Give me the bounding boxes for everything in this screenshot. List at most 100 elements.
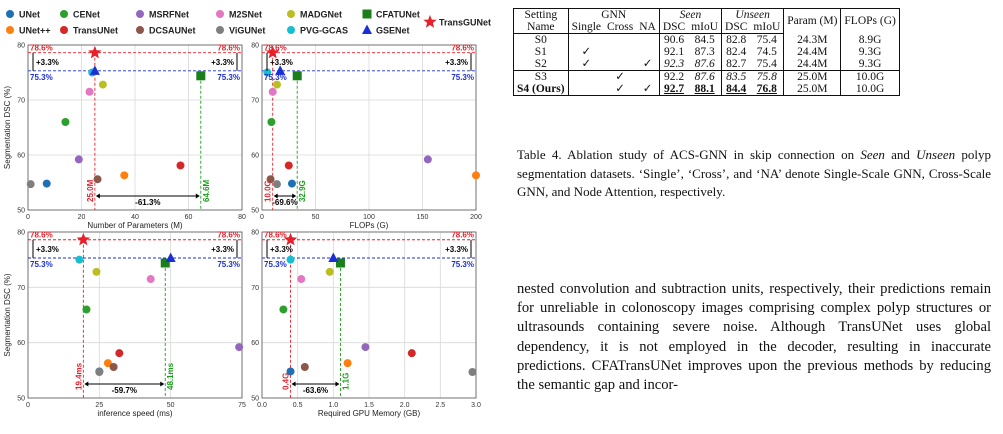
caption-text: and	[884, 147, 917, 162]
table-cell: 87.6	[688, 58, 722, 71]
legend-label-unet-: UNet++	[19, 26, 51, 36]
diff-arrow-head-left	[95, 193, 100, 199]
y-tick-label: 60	[17, 340, 25, 347]
data-point-dcsaunet	[266, 175, 275, 184]
data-point-gsenet	[89, 65, 100, 75]
data-point-m2snet	[146, 275, 155, 284]
legend-label-m2snet: M2SNet	[229, 10, 262, 20]
plot-frame	[261, 231, 477, 399]
table-row: S0 90.6 84.5 82.8 75.4 24.3M 8.9G	[514, 33, 900, 47]
baseline-dsc-label-left: 75.3%	[30, 73, 53, 82]
table-header: Param (M)	[783, 8, 841, 34]
table-cell: ✓	[642, 83, 653, 95]
x-tick-label: 150	[417, 214, 429, 221]
delta-label-left: +3.3%	[270, 58, 293, 67]
legend-marker-unet-	[6, 26, 14, 34]
table-cell: 82.8	[721, 33, 751, 46]
caption-unseen: Unseen	[916, 147, 956, 162]
legend-marker-msrfnet	[136, 10, 144, 18]
x-tick-label: 0	[260, 214, 264, 221]
x-tick-label: 1.5	[364, 402, 374, 409]
x-tick-label: 0	[26, 402, 30, 409]
table-header: Cross	[604, 21, 637, 34]
table-cell	[604, 58, 637, 71]
scatter-panel-1: 50 60 70 80 0 20 40 60 80 Number of Parameters (M…	[3, 43, 246, 231]
table-cell: 75.4	[750, 58, 784, 71]
table-header: mIoU	[688, 21, 722, 34]
y-tick-label: 50	[17, 208, 25, 215]
data-point-gsenet	[275, 65, 286, 75]
table-cell: 84.5	[694, 34, 715, 46]
table-cell: 87.3	[694, 46, 715, 58]
table-cell	[636, 34, 659, 47]
table-header: Single	[567, 21, 604, 34]
table-header: DSC	[721, 21, 751, 34]
baseline-dsc-label-left: 75.3%	[30, 260, 53, 269]
best-dsc-label-left: 78.6%	[264, 231, 287, 240]
table-cell: 25.0M	[783, 70, 841, 83]
table-cell: 75.4	[756, 34, 777, 46]
x-axis-label: Number of Parameters (M)	[87, 221, 182, 230]
data-point-dcsaunet	[300, 363, 309, 372]
table-cell: 10.0G	[840, 83, 900, 96]
best-dsc-label-right: 78.6%	[217, 231, 240, 240]
x-tick-label: 80	[238, 214, 246, 221]
data-point-cenet	[267, 118, 276, 126]
caption-text: Table 4. Ablation study of ACS-GNN in sk…	[517, 147, 861, 162]
y-tick-label: 80	[251, 230, 259, 237]
table-header: GNN	[567, 8, 660, 21]
best-dsc-label-left: 78.6%	[30, 231, 53, 240]
best-dsc-label-left: 78.6%	[30, 44, 53, 53]
table-caption: Table 4. Ablation study of ACS-GNN in sk…	[517, 146, 991, 202]
diff-label: -63.6%	[303, 386, 328, 395]
data-point-msrfnet	[423, 155, 432, 164]
legend-marker-dcsaunet	[136, 26, 144, 34]
diff-arrow-head-right	[292, 193, 297, 199]
table-cell: S3	[534, 71, 547, 83]
legend-marker-transgunet	[423, 15, 437, 28]
data-point-unet-	[343, 359, 352, 368]
ref-value-label: 48.1ms	[166, 362, 175, 390]
legend-label-vigunet: ViGUNet	[229, 26, 265, 36]
diff-arrow-head-right	[195, 193, 200, 199]
best-dsc-label-right: 78.6%	[451, 231, 474, 240]
ref-value-label: 64.6M	[202, 179, 211, 202]
table-cell: 84.4	[721, 83, 751, 96]
plot-frame	[261, 44, 477, 211]
data-point-pvg-gcas	[263, 68, 272, 77]
table-cell: S1	[534, 46, 547, 58]
y-tick-label: 50	[251, 208, 259, 215]
x-axis-label: inference speed (ms)	[97, 409, 172, 418]
table-cell: 9.3G	[840, 58, 900, 71]
data-point-cfatunet	[292, 71, 302, 81]
ref-value-label: 1.1G	[341, 373, 350, 390]
table-cell: ✓	[567, 46, 604, 58]
x-tick-label: 60	[185, 214, 193, 221]
legend-marker-cenet	[60, 10, 68, 18]
table-cell: S2	[513, 58, 569, 71]
y-tick-label: 50	[251, 396, 259, 403]
y-tick-label: 80	[251, 43, 259, 50]
data-point-cfatunet	[160, 258, 170, 268]
scatter-panel-3: 50 60 70 80 0 25 50 75 inference speed (ms) Segme…	[3, 230, 246, 419]
diff-arrow-head-left	[84, 381, 89, 387]
data-point-cenet	[82, 305, 91, 314]
y-tick-label: 70	[17, 285, 25, 292]
table-cell: 92.2	[658, 70, 689, 83]
table-cell: 90.6	[658, 33, 689, 46]
table-row: S4 (Ours) ✓ ✓ 92.7 88.1 84.4 76.8 25.0M …	[514, 83, 900, 96]
right-column: Setting GNN Seen Unseen Param (M) FLOPs …	[507, 0, 1003, 434]
legend-label-madgnet: MADGNet	[300, 10, 342, 20]
legend-label-cfatunet: CFATUNet	[376, 10, 420, 20]
y-tick-label: 70	[17, 98, 25, 105]
x-tick-label: 25	[95, 402, 103, 409]
baseline-dsc-label-left: 75.3%	[264, 260, 287, 269]
diff-label: -69.6%	[272, 198, 297, 207]
baseline-dsc-label-right: 75.3%	[217, 73, 240, 82]
legend-marker-unet	[6, 10, 14, 18]
delta-label-left: +3.3%	[36, 58, 59, 67]
table-cell: 92.3	[658, 58, 689, 71]
data-point-msrfnet	[361, 343, 370, 352]
y-axis-label: Segmentation DSC (%)	[3, 273, 12, 356]
data-point-dcsaunet	[93, 175, 102, 184]
